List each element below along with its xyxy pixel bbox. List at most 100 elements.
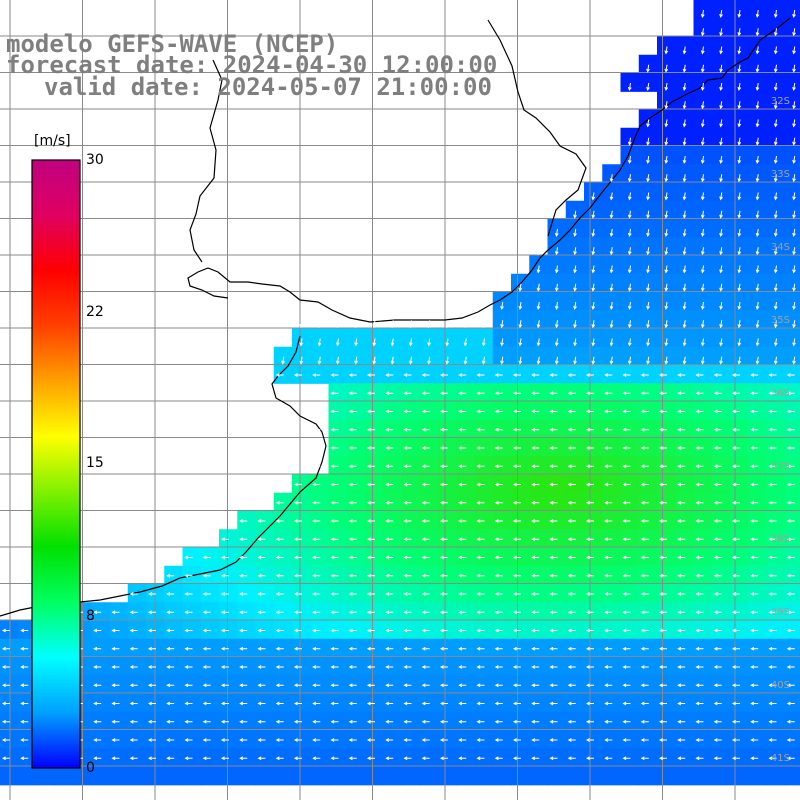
wind-arrow xyxy=(622,464,631,469)
wind-arrow xyxy=(622,683,631,688)
wind-arrow xyxy=(220,610,229,615)
speed-cell xyxy=(766,401,786,421)
speed-cell xyxy=(200,565,220,585)
wind-arrow xyxy=(731,464,740,469)
wind-arrow xyxy=(713,409,722,414)
speed-cell xyxy=(638,127,658,147)
speed-cell xyxy=(292,766,311,786)
wind-arrow xyxy=(731,427,740,432)
wind-arrow xyxy=(713,665,722,669)
wind-arrow xyxy=(166,628,175,633)
wind-arrow xyxy=(312,519,321,523)
speed-cell xyxy=(766,456,786,476)
wind-arrow xyxy=(750,464,759,469)
speed-cell xyxy=(547,310,567,330)
wind-arrow xyxy=(755,210,760,219)
speed-cell xyxy=(584,365,603,384)
speed-cell xyxy=(419,365,439,384)
speed-cell xyxy=(0,693,19,713)
wind-arrow xyxy=(609,155,614,164)
speed-cell xyxy=(529,456,549,476)
speed-cell xyxy=(474,730,494,749)
speed-cell xyxy=(200,693,220,713)
wind-arrow xyxy=(573,320,577,329)
speed-cell xyxy=(748,766,768,786)
wind-arrow xyxy=(567,573,576,578)
wind-arrow xyxy=(700,320,705,329)
speed-cell xyxy=(474,584,494,603)
wind-arrow xyxy=(312,464,321,469)
speed-cell xyxy=(219,565,238,585)
speed-cell xyxy=(620,474,640,494)
speed-cell xyxy=(401,365,421,384)
wind-arrow xyxy=(257,738,266,742)
speed-cell xyxy=(365,730,384,749)
wind-arrow xyxy=(786,628,795,633)
wind-arrow xyxy=(737,119,742,128)
speed-cell xyxy=(456,584,476,603)
speed-cell xyxy=(693,529,713,549)
wind-arrow xyxy=(481,338,486,347)
speed-cell xyxy=(766,675,786,695)
wind-arrow xyxy=(257,683,266,688)
speed-cell xyxy=(675,182,695,202)
wind-arrow xyxy=(640,446,649,450)
speed-cell xyxy=(346,456,366,476)
speed-cell xyxy=(638,492,658,512)
speed-cell xyxy=(730,584,749,603)
wind-arrow xyxy=(421,482,430,487)
speed-cell xyxy=(492,620,512,640)
speed-cell xyxy=(657,219,676,238)
colorbar-tick-22: 22 xyxy=(86,304,104,320)
speed-cell xyxy=(365,419,384,439)
wind-arrow xyxy=(184,555,193,560)
wind-arrow xyxy=(585,719,594,724)
wind-arrow xyxy=(664,301,669,310)
wind-arrow xyxy=(330,646,339,651)
wind-arrow xyxy=(658,683,667,688)
wind-arrow xyxy=(658,391,667,396)
wind-arrow xyxy=(202,683,211,688)
speed-cell xyxy=(638,693,658,713)
wind-arrow xyxy=(627,228,632,237)
speed-cell xyxy=(456,675,476,695)
speed-cell xyxy=(365,328,384,348)
wind-arrow xyxy=(312,683,321,688)
speed-cell xyxy=(383,620,403,640)
wind-arrow xyxy=(786,592,795,596)
wind-arrow xyxy=(220,683,229,688)
wind-arrow xyxy=(731,519,740,523)
speed-cell xyxy=(711,292,731,311)
wind-arrow xyxy=(750,500,759,505)
wind-arrow xyxy=(93,701,102,706)
speed-cell xyxy=(91,766,111,786)
speed-cell xyxy=(565,255,585,275)
wind-arrow xyxy=(750,683,759,688)
wind-arrow xyxy=(512,683,521,688)
speed-cell xyxy=(237,657,257,676)
speed-cell xyxy=(657,255,676,275)
speed-cell xyxy=(346,602,366,622)
speed-cell xyxy=(730,711,749,731)
speed-cell xyxy=(255,711,275,731)
speed-cell xyxy=(182,693,202,713)
speed-cell xyxy=(584,492,603,512)
speed-cell xyxy=(492,675,512,695)
speed-cell xyxy=(511,346,530,366)
wind-arrow xyxy=(677,719,686,724)
wind-arrow xyxy=(609,320,614,329)
wind-arrow xyxy=(786,555,795,560)
wind-arrow xyxy=(366,592,375,596)
wind-arrow xyxy=(567,592,576,596)
wind-arrow xyxy=(403,701,412,706)
speed-cell xyxy=(620,511,640,530)
wind-arrow xyxy=(385,409,394,414)
speed-cell xyxy=(675,748,695,768)
wind-arrow xyxy=(682,119,687,128)
speed-cell xyxy=(748,602,768,622)
wind-arrow xyxy=(567,464,576,469)
speed-cell xyxy=(273,711,293,731)
speed-cell xyxy=(675,766,695,786)
speed-cell xyxy=(529,383,549,403)
speed-cell xyxy=(474,693,494,713)
